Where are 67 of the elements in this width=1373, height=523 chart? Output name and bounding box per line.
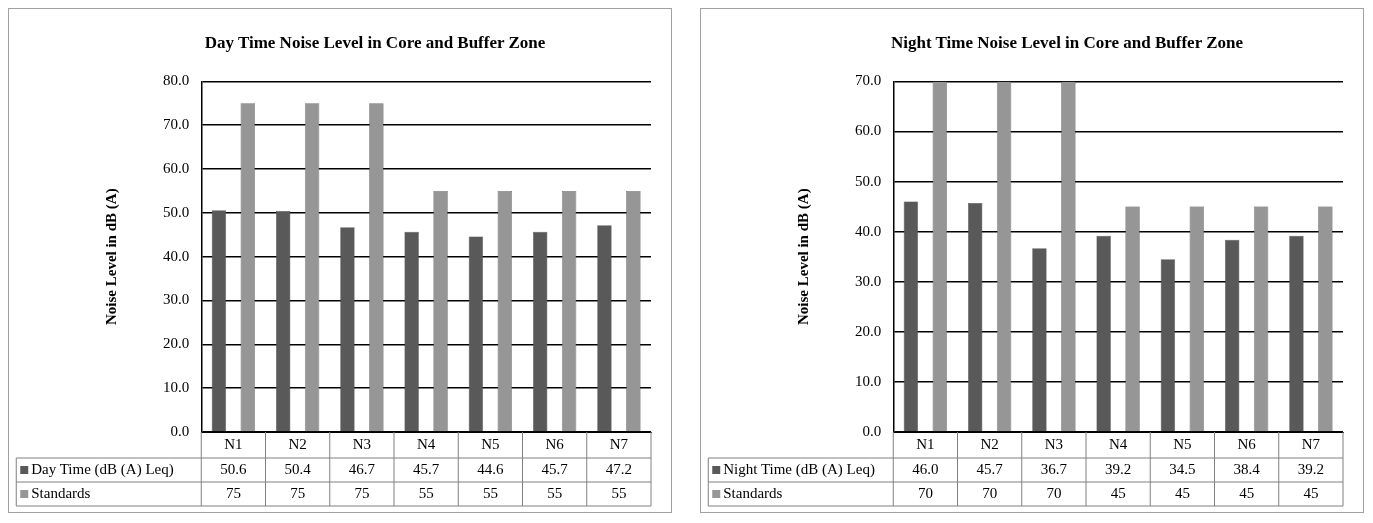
y-tick-label: 40.0 (163, 247, 190, 264)
data-label: 45 (1174, 484, 1190, 501)
data-label: 55 (547, 484, 563, 501)
x-tick-label: N3 (352, 435, 372, 452)
data-label: 50.4 (284, 460, 312, 477)
data-label: 45 (1303, 484, 1319, 501)
data-label: 75 (290, 484, 306, 501)
y-tick-label: 10.0 (855, 372, 882, 389)
legend-label: Standards (723, 484, 783, 501)
data-label: 45 (1110, 484, 1126, 501)
legend-label: Standards (31, 484, 91, 501)
data-label: 75 (354, 484, 370, 501)
data-label: 45 (1239, 484, 1255, 501)
data-label: 39.2 (1105, 460, 1132, 477)
y-tick-label: 0.0 (170, 422, 190, 439)
y-tick-label: 30.0 (163, 291, 190, 308)
data-label: 70 (982, 484, 998, 501)
data-label: 38.4 (1233, 460, 1261, 477)
data-label: 46.7 (348, 460, 376, 477)
x-tick-label: N1 (224, 435, 243, 452)
data-label: 39.2 (1297, 460, 1324, 477)
x-tick-label: N2 (288, 435, 307, 452)
y-tick-label: 0.0 (862, 422, 882, 439)
data-label: 36.7 (1040, 460, 1068, 477)
data-label: 55 (418, 484, 434, 501)
y-tick-label: 60.0 (163, 159, 190, 176)
data-label: 34.5 (1169, 460, 1196, 477)
x-tick-label: N3 (1044, 435, 1064, 452)
x-tick-label: N6 (1237, 435, 1257, 452)
x-tick-label: N4 (416, 435, 436, 452)
y-tick-label: 20.0 (855, 322, 882, 339)
y-tick-label: 50.0 (855, 172, 882, 189)
y-tick-label: 10.0 (163, 379, 190, 396)
data-label: 45.7 (413, 460, 440, 477)
x-tick-label: N5 (1173, 435, 1192, 452)
data-label: 55 (482, 484, 498, 501)
y-tick-label: 80.0 (163, 72, 190, 89)
y-tick-label: 40.0 (855, 222, 882, 239)
data-label: 70 (1046, 484, 1062, 501)
y-tick-label: 70.0 (855, 72, 882, 89)
x-tick-label: N5 (481, 435, 500, 452)
x-tick-label: N2 (980, 435, 999, 452)
chart-title: Day Time Noise Level in Core and Buffer Zone (204, 32, 546, 52)
y-tick-label: 30.0 (855, 272, 882, 289)
data-label: 55 (611, 484, 627, 501)
x-tick-label: N7 (1301, 435, 1321, 452)
x-tick-label: N6 (545, 435, 565, 452)
x-tick-label: N1 (916, 435, 935, 452)
y-tick-label: 20.0 (163, 335, 190, 352)
y-axis-title: Noise Level in dB (A) (794, 188, 812, 326)
data-label: 45.7 (541, 460, 569, 477)
data-label: 46.0 (912, 460, 939, 477)
x-tick-label: N4 (1108, 435, 1128, 452)
legend-label: Day Time (dB (A) Leq) (31, 460, 174, 478)
data-label: 50.6 (220, 460, 247, 477)
x-tick-label: N7 (609, 435, 629, 452)
y-tick-label: 50.0 (163, 203, 190, 220)
chart-title: Night Time Noise Level in Core and Buffer Zone (891, 32, 1244, 52)
data-label: 44.6 (477, 460, 504, 477)
data-label: 70 (917, 484, 933, 501)
legend-label: Night Time (dB (A) Leq) (723, 460, 875, 478)
data-label: 45.7 (976, 460, 1004, 477)
data-label: 47.2 (605, 460, 632, 477)
y-tick-label: 70.0 (163, 116, 190, 133)
data-label: 75 (225, 484, 241, 501)
y-tick-label: 60.0 (855, 122, 882, 139)
y-axis-title: Noise Level in dB (A) (102, 188, 120, 326)
